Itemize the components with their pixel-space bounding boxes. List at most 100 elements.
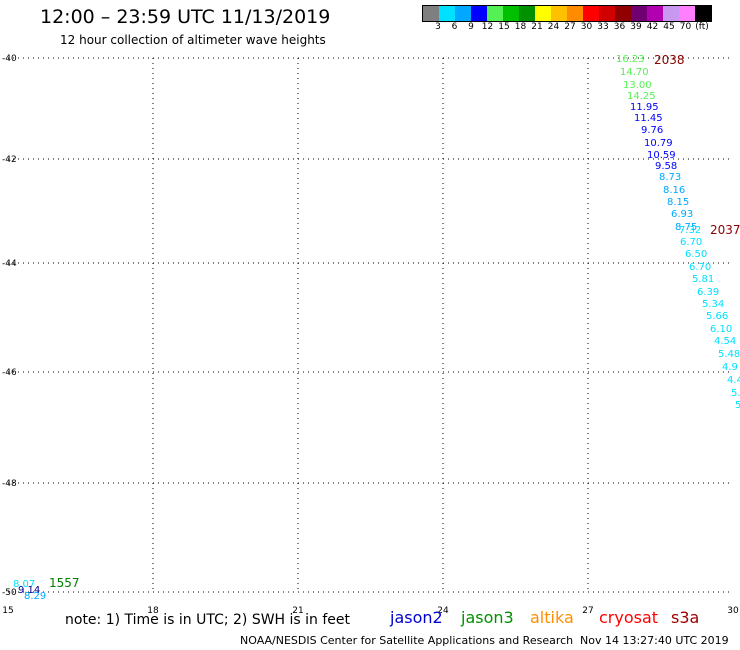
satellite-cryosat-label: cryosat [599,608,659,627]
y-tick-label: -42 [2,155,17,165]
legend-swatch [599,6,615,21]
wave-height-label: 11.45 [634,113,663,124]
legend-swatch [647,6,663,21]
wave-height-label: 8.29 [24,591,46,602]
satellite-jason2-label: jason2 [390,608,443,627]
y-tick-label: -40 [2,54,17,64]
pass-time-label: 1557 [49,576,80,590]
page-title: 12:00 – 23:59 UTC 11/13/2019 [40,6,331,28]
legend-swatch [519,6,535,21]
wave-height-label: 9.76 [641,125,663,136]
wave-height-label: 8.16 [663,185,685,196]
wave-height-label: 8.07 [13,579,35,590]
wave-height-label: 5. [731,388,740,399]
credit-text: NOAA/NESDIS Center for Satellite Applica… [240,634,574,647]
x-tick-label: 30 [727,606,739,616]
wave-height-label: 6.70 [689,262,711,273]
wave-height-label: 4.4 [727,375,740,386]
wave-height-label: 16.23 [616,54,645,65]
legend-label: (ft) [695,22,709,32]
legend-swatch [631,6,647,21]
wave-height-label: 14.25 [627,91,656,102]
legend-label: 70 [679,22,692,32]
legend-color-bar [422,5,712,22]
legend-label: 18 [514,22,527,32]
legend-label: 45 [663,22,675,32]
y-tick-label: -44 [2,259,17,269]
y-tick-label: -46 [2,368,17,378]
legend-swatch [679,6,695,21]
x-tick-label: 27 [582,606,593,616]
legend-swatch [615,6,631,21]
legend-swatch [503,6,519,21]
satellite-altika-label: altika [530,608,574,627]
legend-swatch [455,6,471,21]
legend-swatch [423,6,439,21]
legend-label: 30 [580,22,593,32]
x-tick-label: 18 [147,606,159,616]
grid-lines [8,58,733,592]
wave-height-label: 6.50 [685,249,707,260]
legend-swatch [535,6,551,21]
legend-label: 27 [564,22,576,32]
legend-swatch [551,6,567,21]
wave-height-label: 8.15 [667,197,689,208]
legend-swatch [567,6,583,21]
axis-tick-labels: 15 18 21 24 27 30 -40 -42 -44 -46 -48 -50 [2,54,739,616]
legend-label: 3 [435,22,441,32]
wave-height-label: 13.00 [623,80,652,91]
wave-height-label: 10.59 [647,150,676,161]
y-tick-label: -50 [2,588,17,598]
wave-height-label: 4.54 [714,336,736,347]
page-subtitle: 12 hour collection of altimeter wave hei… [60,33,326,47]
legend-label: 6 [451,22,458,32]
legend-label: 33 [597,22,609,32]
wave-height-label: 6.10 [710,324,732,335]
wave-height-label: 5.48 [718,349,740,360]
wave-height-label: 5.66 [706,311,728,322]
wave-height-label: 8.73 [659,172,681,183]
wave-height-label: 14.70 [620,67,649,78]
wave-height-label: 6.70 [680,237,702,248]
legend-swatch [487,6,503,21]
legend-label: 12 [481,22,494,32]
wave-height-label: 9.14 [18,585,40,596]
pass-time-labels: 2038 2037 1557 [49,53,740,590]
generated-time: Nov 14 13:27:40 UTC 2019 [580,634,729,647]
wave-height-label: 6.93 [671,209,693,220]
wave-height-label: 7.32 [679,225,701,236]
wave-height-label: 4.9 [722,362,738,373]
legend-label: 24 [547,22,560,32]
plot-frame [8,57,733,593]
legend-label: 15 [498,22,510,32]
wave-height-label: 10.79 [644,138,673,149]
satellite-jason3-label: jason3 [461,608,514,627]
legend-swatch [471,6,487,21]
altimeter-track-labels: 16.2314.7013.0014.2511.9511.459.7610.791… [13,54,740,602]
legend-swatch [695,6,711,21]
pass-time-label: 2038 [654,53,685,67]
footer-note: note: 1) Time is in UTC; 2) SWH is in fe… [65,612,351,628]
legend-swatch [663,6,679,21]
wave-height-label: 11.95 [630,102,659,113]
legend-label: 36 [613,22,626,32]
wave-height-label: 5 [735,400,740,411]
wave-height-label: 9.58 [655,161,677,172]
y-tick-label: -48 [2,479,17,489]
x-tick-label: 15 [2,606,13,616]
pass-time-label: 2037 [710,223,740,237]
x-tick-label: 21 [292,606,303,616]
x-tick-label: 24 [437,606,449,616]
legend-swatch [583,6,599,21]
legend-label: 21 [531,22,543,32]
legend-label: 39 [630,22,642,32]
legend-label: 42 [646,22,659,32]
legend-label: 9 [468,22,474,32]
wave-height-label: 6.39 [697,287,719,298]
legend-swatch [439,6,455,21]
satellite-s3a-label: s3a [671,608,700,627]
wave-height-label: 5.81 [692,274,714,285]
wave-height-label: 5.34 [702,299,724,310]
wave-height-label: 8.75 [675,222,697,233]
